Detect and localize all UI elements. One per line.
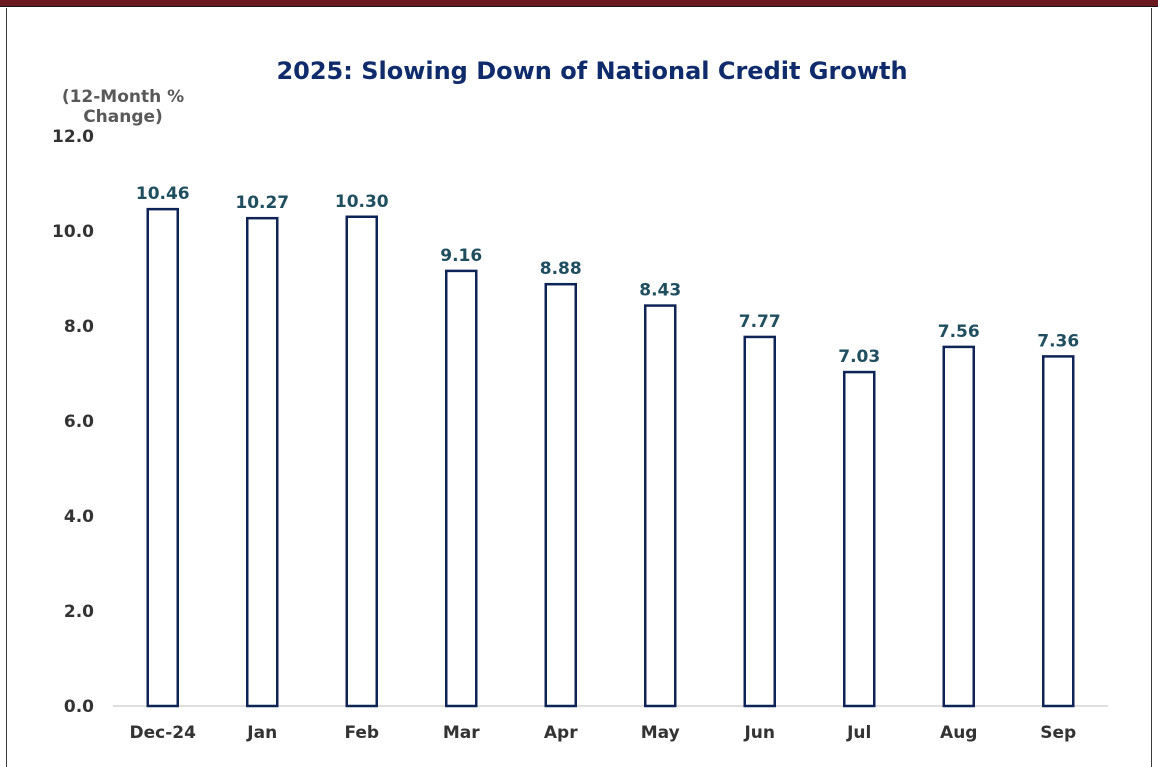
- x-tick-label: Jul: [846, 723, 871, 743]
- x-tick-label: Aug: [940, 723, 977, 743]
- x-tick-label: May: [641, 723, 680, 743]
- data-label: 10.46: [136, 184, 190, 204]
- header-accent-bar: [0, 0, 1158, 6]
- bar: [246, 216, 279, 708]
- x-tick-label: Apr: [544, 723, 578, 743]
- bar: [445, 269, 478, 708]
- data-label: 7.77: [739, 312, 781, 332]
- data-label: 8.88: [540, 259, 582, 279]
- y-tick-label: 6.0: [64, 412, 94, 432]
- data-label: 7.56: [938, 322, 980, 342]
- y-tick-labels: 0.0 2.0 4.0 6.0 8.0 10.0 12.0: [52, 127, 94, 717]
- frame-border-right: [1151, 8, 1152, 767]
- y-tick-label: 8.0: [64, 317, 94, 337]
- chart-title: 2025: Slowing Down of National Credit Gr…: [276, 57, 907, 85]
- x-tick-label: Feb: [344, 723, 379, 743]
- bar: [1042, 355, 1075, 708]
- bars: [146, 207, 1075, 708]
- data-label: 10.27: [235, 193, 289, 213]
- data-label: 9.16: [440, 246, 482, 266]
- bar: [843, 370, 876, 708]
- x-tick-labels: Dec-24 Jan Feb Mar Apr May Jun Jul Aug Sep: [130, 723, 1077, 743]
- header-divider: [0, 6, 1158, 7]
- x-tick-label: Sep: [1040, 723, 1076, 743]
- data-label: 7.03: [838, 347, 880, 367]
- frame-border-left: [6, 8, 7, 767]
- data-label: 7.36: [1037, 331, 1079, 351]
- data-label: 10.30: [335, 192, 389, 212]
- y-tick-label: 4.0: [64, 507, 94, 527]
- bar: [544, 282, 577, 708]
- value-labels: 10.46 10.27 10.30 9.16 8.88 8.43 7.77 7.03 7.56 7…: [136, 184, 1079, 367]
- y-tick-label: 0.0: [64, 697, 94, 717]
- x-tick-label: Dec-24: [130, 723, 197, 743]
- y-tick-label: 2.0: [64, 602, 94, 622]
- bar: [146, 207, 179, 708]
- bar: [743, 335, 776, 708]
- y-axis-unit-line-1: (12-Month %: [62, 87, 184, 107]
- y-axis-unit-line-2: Change): [83, 107, 163, 127]
- bar: [345, 215, 378, 708]
- x-tick-label: Jun: [743, 723, 775, 743]
- x-tick-label: Jan: [246, 723, 277, 743]
- y-tick-label: 10.0: [52, 222, 94, 242]
- x-tick-label: Mar: [443, 723, 480, 743]
- bar: [644, 304, 677, 708]
- data-label: 8.43: [639, 281, 681, 301]
- y-tick-label: 12.0: [52, 127, 94, 147]
- bar: [942, 345, 975, 708]
